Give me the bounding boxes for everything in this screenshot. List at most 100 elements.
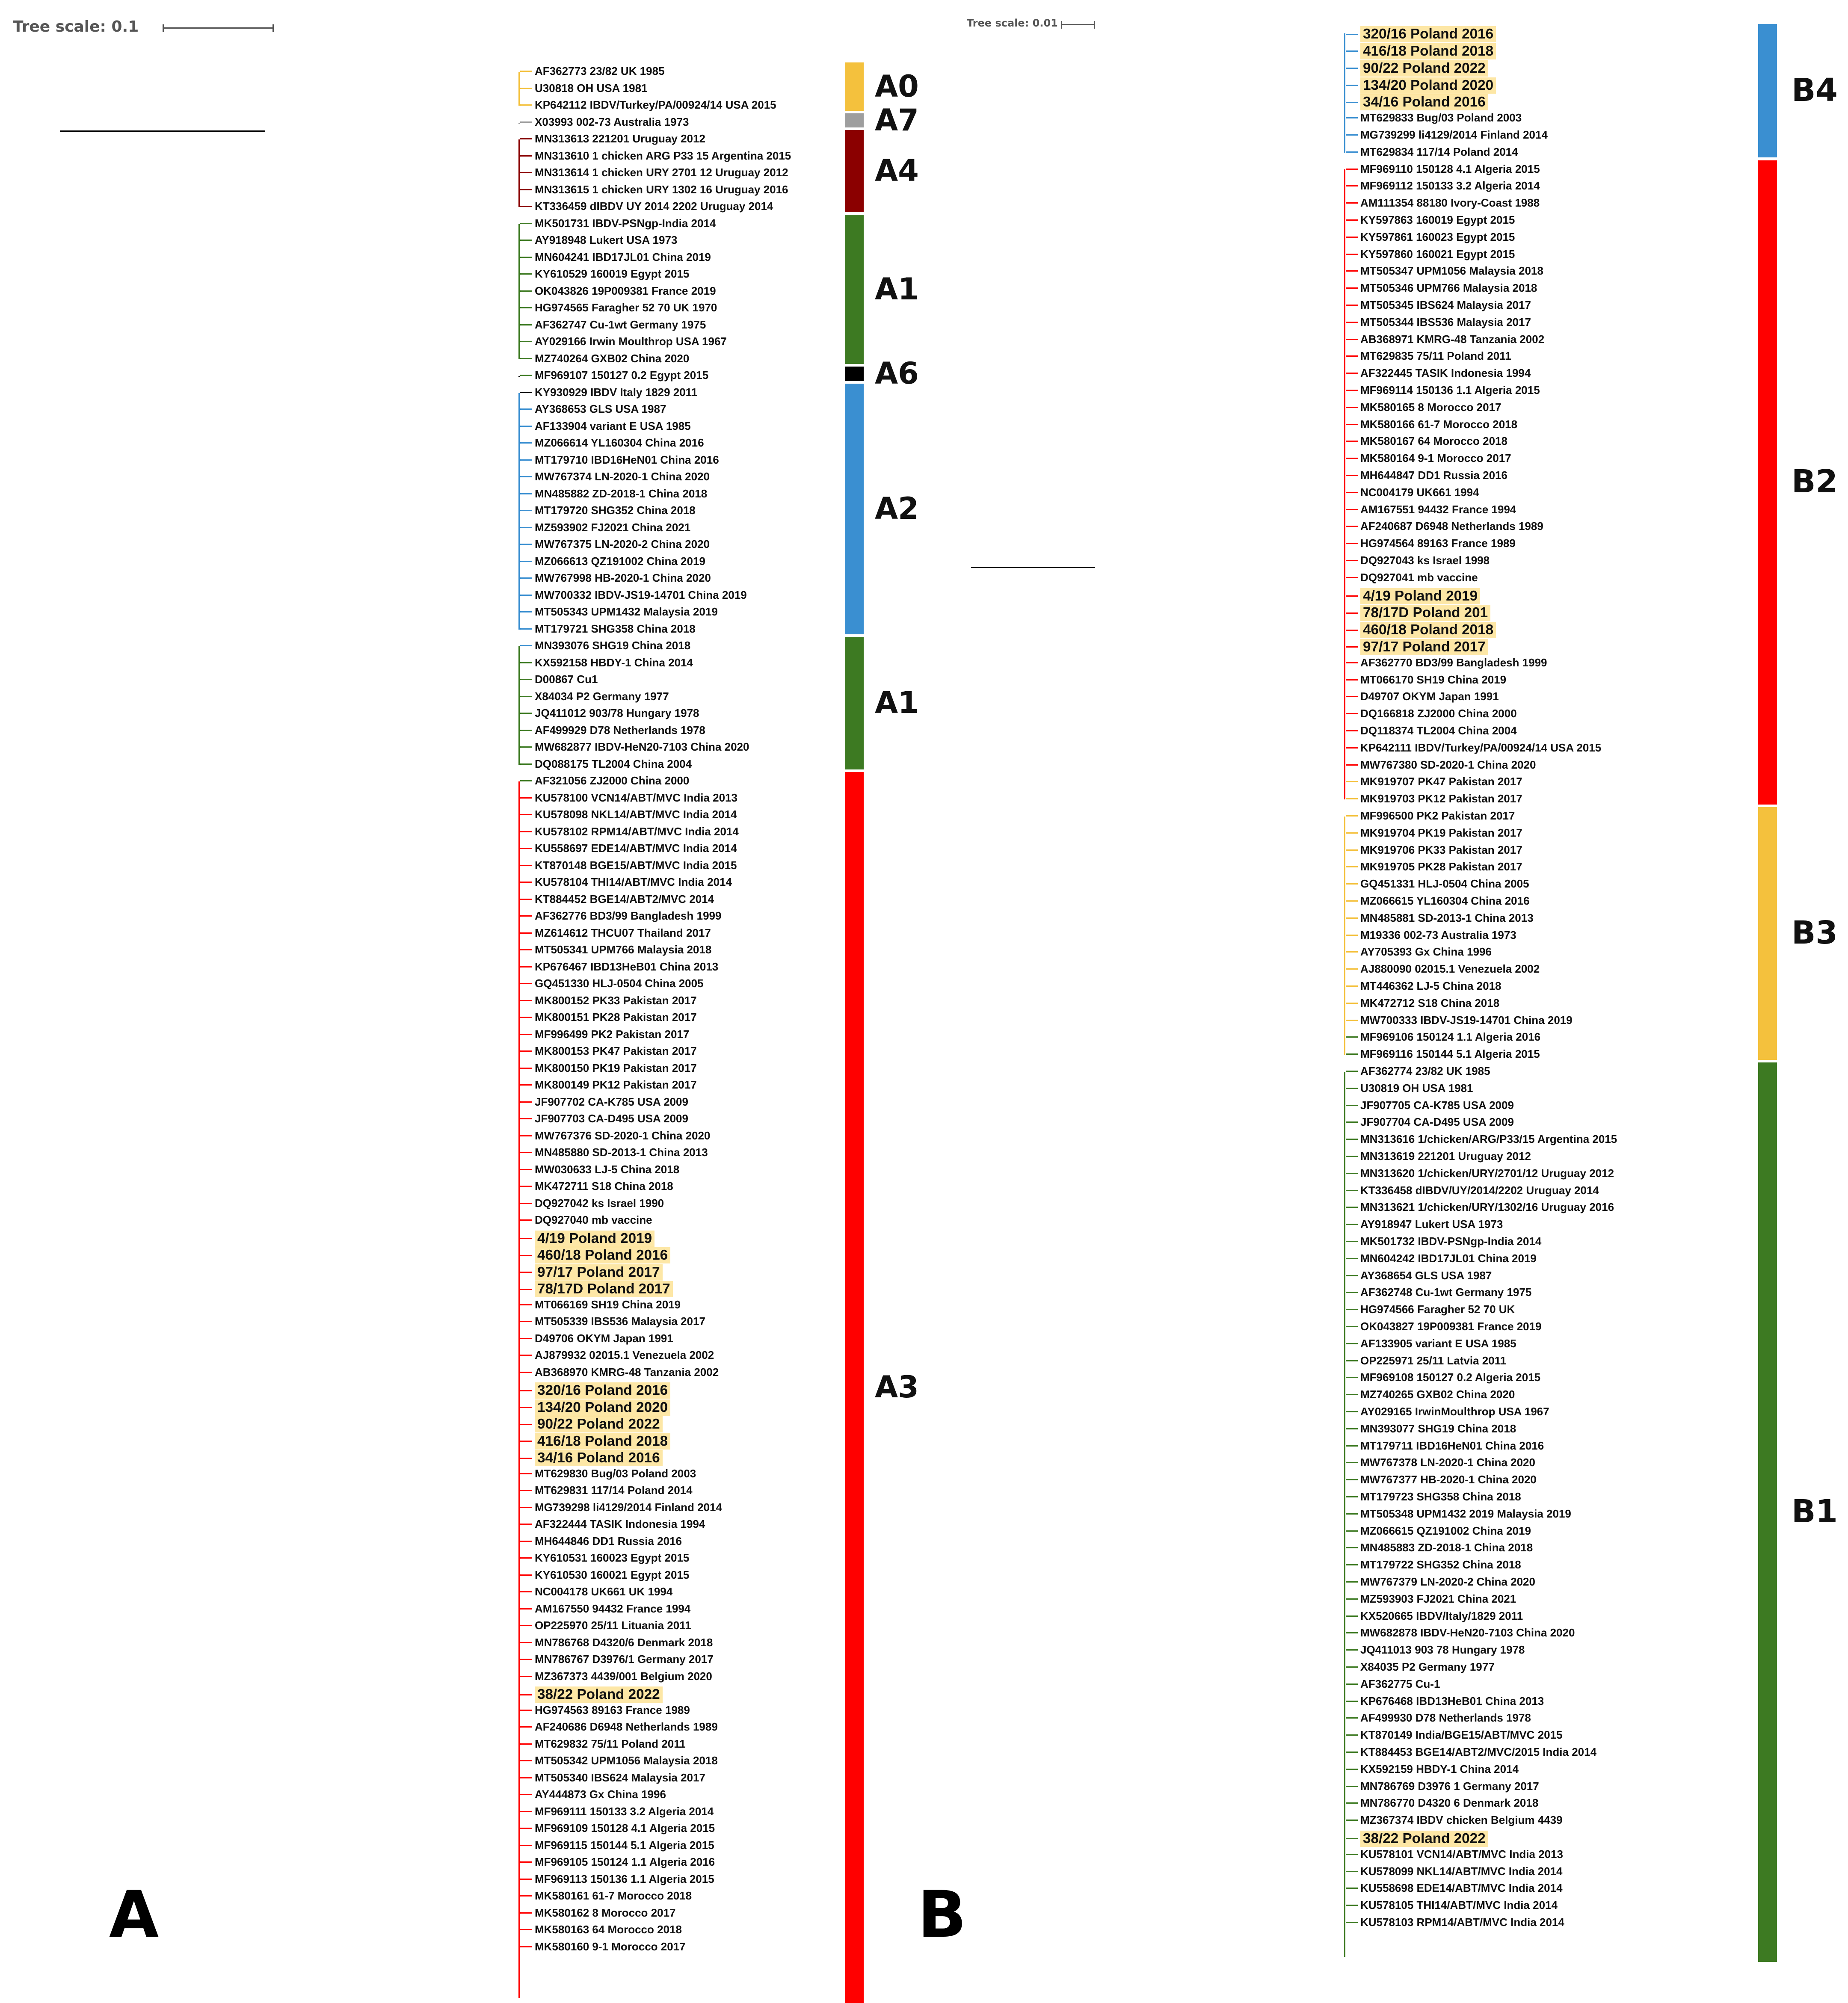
leaf-label: 320/16 Poland 2016 [520,1382,671,1399]
leaf-branch-tip [520,425,532,427]
leaf-label: HG974564 89163 France 1989 [1346,537,1516,550]
leaf-branch-tip [1346,1240,1358,1242]
leaf-name: KY930929 IBDV Italy 1829 2011 [535,385,698,399]
leaf-label: MW682878 IBDV-HeN20-7103 China 2020 [1346,1626,1575,1639]
leaf-name: 78/17D Poland 201 [1360,605,1491,621]
leaf-name: MK800152 PK33 Pakistan 2017 [535,994,697,1007]
leaf-name: DQ118374 TL2004 China 2004 [1360,724,1517,737]
leaf-label: MK580162 8 Morocco 2017 [520,1906,676,1920]
leaf-label: KX592158 HBDY-1 China 2014 [520,656,693,669]
leaf-label: MW767998 HB-2020-1 China 2020 [520,571,711,585]
leaf-name: KY610531 160023 Egypt 2015 [535,1551,690,1565]
leaf-name: KT870149 India/BGE15/ABT/MVC 2015 [1360,1728,1563,1742]
leaf-branch-tip [520,1084,532,1086]
clade-bar [1758,807,1777,1060]
leaf-name: AM167550 94432 France 1994 [535,1602,691,1615]
leaf-label: KU578105 THI14/ABT/MVC India 2014 [1346,1899,1558,1912]
leaf-label: AY368654 GLS USA 1987 [1346,1269,1492,1282]
clade-label: B1 [1792,1493,1838,1530]
leaf-label: 416/18 Poland 2018 [1346,43,1496,59]
leaf-branch-tip [1346,1019,1358,1021]
leaf-label: AY029166 Irwin Moulthrop USA 1967 [520,335,727,348]
clade-branch [518,139,520,207]
leaf-label: MN485882 ZD-2018-1 China 2018 [520,487,707,500]
leaf-label: KT884452 BGE14/ABT2/MVC 2014 [520,893,714,906]
leaf-name: AF362774 23/82 UK 1985 [1360,1064,1490,1077]
leaf-label: KP676467 IBD13HeB01 China 2013 [520,960,718,973]
clade-branch [518,72,520,106]
leaf-label: MN313621 1/chicken/URY/1302/16 Uruguay 2… [1346,1201,1614,1214]
leaf-name: DQ927043 ks Israel 1998 [1360,553,1490,567]
leaf-branch-tip [1346,1598,1358,1600]
leaf-branch-tip [1346,1257,1358,1259]
leaf-label: MK501732 IBDV-PSNgp-India 2014 [1346,1235,1541,1248]
leaf-name: KP642112 IBDV/Turkey/PA/00924/14 USA 201… [535,98,776,112]
leaf-branch-tip [520,138,532,140]
leaf-label: MK580160 9-1 Morocco 2017 [520,1940,686,1953]
leaf-label: AY444873 Gx China 1996 [520,1788,666,1801]
leaf-branch-tip [1346,68,1358,69]
leaf-branch-tip [1346,1275,1358,1276]
leaf-branch-tip [520,1743,532,1745]
leaf-branch-tip [520,1760,532,1762]
leaf-name: MT179720 SHG352 China 2018 [535,504,696,517]
leaf-name: MZ066613 QZ191002 China 2019 [535,554,705,568]
leaf-label: MK800149 PK12 Pakistan 2017 [520,1078,697,1092]
leaf-label: KP676468 IBD13HeB01 China 2013 [1346,1695,1544,1708]
leaf-branch-tip [520,780,532,782]
leaf-branch-tip [520,577,532,579]
leaf-name: MW700333 IBDV-JS19-14701 China 2019 [1360,1013,1573,1027]
leaf-name: MK501732 IBDV-PSNgp-India 2014 [1360,1234,1542,1248]
leaf-name: MN786769 D3976 1 Germany 2017 [1360,1779,1539,1793]
leaf-label: MT505347 UPM1056 Malaysia 2018 [1346,264,1543,278]
leaf-name: MF969110 150128 4.1 Algeria 2015 [1360,162,1540,175]
leaf-label: MN485883 ZD-2018-1 China 2018 [1346,1541,1533,1554]
leaf-label: MW767375 LN-2020-2 China 2020 [520,538,710,551]
leaf-name: M19336 002-73 Australia 1973 [1360,928,1516,941]
leaf-name: AJ879932 02015.1 Venezuela 2002 [535,1349,714,1362]
leaf-label: MW682877 IBDV-HeN20-7103 China 2020 [520,740,749,754]
leaf-branch-tip [520,189,532,190]
leaf-branch-tip [1346,883,1358,885]
leaf-branch-tip [1346,1734,1358,1736]
leaf-name: MF969105 150124 1.1 Algeria 2016 [535,1855,715,1869]
leaf-label: KY610529 160019 Egypt 2015 [520,267,689,281]
leaf-branch-tip [520,391,532,393]
leaf-name: MK919704 PK19 Pakistan 2017 [1360,826,1522,839]
leaf-label: MT629832 75/11 Poland 2011 [520,1737,686,1751]
leaf-branch-tip [520,679,532,680]
leaf-label: 90/22 Poland 2022 [520,1416,663,1433]
leaf-name: KX520665 IBDV/Italy/1829 2011 [1360,1609,1523,1622]
leaf-branch-tip [520,662,532,663]
leaf-label: 38/22 Poland 2022 [1346,1830,1488,1847]
leaf-label: M19336 002-73 Australia 1973 [1346,929,1516,942]
leaf-label: HG974565 Faragher 52 70 UK 1970 [520,301,717,314]
leaf-label: DQ927041 mb vaccine [1346,571,1478,584]
leaf-name: MF969107 150127 0.2 Egypt 2015 [535,369,709,382]
leaf-branch-tip [520,104,532,106]
leaf-name: KT884453 BGE14/ABT2/MVC/2015 India 2014 [1360,1745,1597,1758]
leaf-label: KU558697 EDE14/ABT/MVC India 2014 [520,842,737,855]
leaf-label: MT505344 IBS536 Malaysia 2017 [1346,316,1531,329]
leaf-label: 97/17 Poland 2017 [520,1264,663,1281]
panel-label: B [918,1878,967,1952]
leaf-label: MK580165 8 Morocco 2017 [1346,401,1502,414]
leaf-name: MZ066615 QZ191002 China 2019 [1360,1524,1531,1537]
leaf-name: KT336458 dIBDV/UY/2014/2202 Uruguay 2014 [1360,1183,1599,1197]
leaf-label: KU578101 VCN14/ABT/MVC India 2013 [1346,1848,1563,1861]
leaf-name: AY918947 Lukert USA 1973 [1360,1218,1503,1231]
clade-bar [845,383,864,635]
leaf-label: MT629835 75/11 Poland 2011 [1346,349,1511,363]
leaf-label: KT336458 dIBDV/UY/2014/2202 Uruguay 2014 [1346,1184,1599,1197]
leaf-label: MN786768 D4320/6 Denmark 2018 [520,1636,713,1649]
leaf-branch-tip [520,949,532,951]
clade-branch [518,224,520,359]
leaf-branch-tip [520,1050,532,1052]
leaf-label: AF240686 D6948 Netherlands 1989 [520,1720,718,1734]
leaf-branch-tip [1346,1530,1358,1532]
leaf-branch-tip [520,1254,532,1256]
leaf-label: MF969108 150127 0.2 Algeria 2015 [1346,1371,1540,1384]
panel-b-tree: Tree scale: 0.01 320/16 Poland 2016 416/1… [918,0,1848,1962]
leaf-name: AF133905 variant E USA 1985 [1360,1337,1516,1350]
leaf-label: MF969112 150133 3.2 Algeria 2014 [1346,179,1540,192]
